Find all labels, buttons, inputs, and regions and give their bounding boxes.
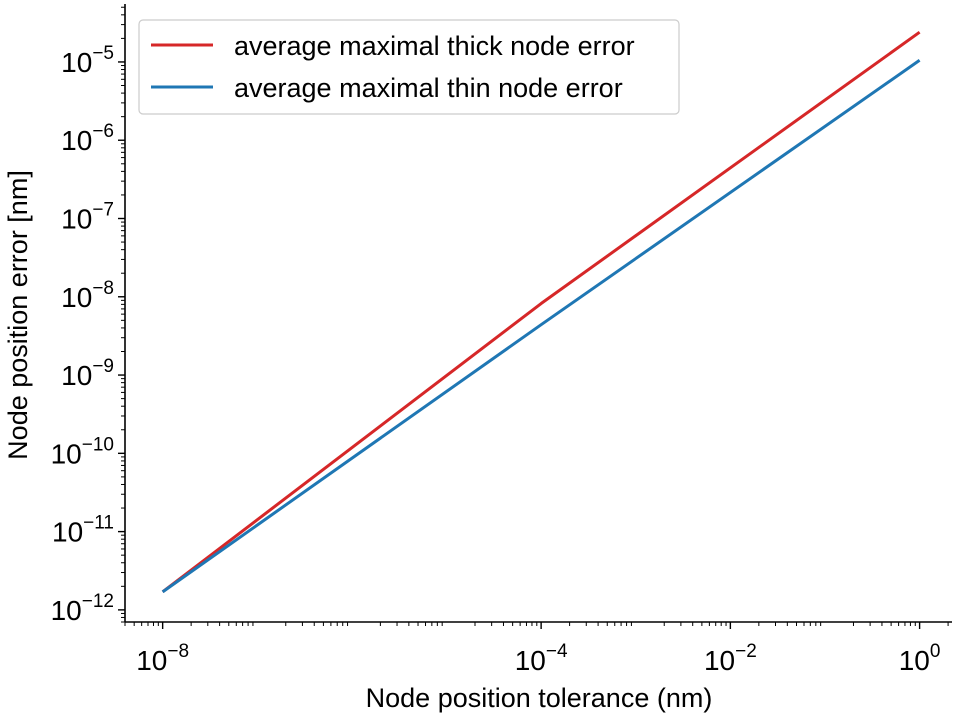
y-tick-label: 10−7 xyxy=(61,200,114,235)
legend: average maximal thick node error average … xyxy=(138,19,680,115)
x-axis-label: Node position tolerance (nm) xyxy=(366,683,713,713)
x-tick-label: 10−4 xyxy=(515,641,568,676)
series-layer xyxy=(161,30,921,594)
y-tick-label: 10−12 xyxy=(51,591,114,626)
x-tick-labels: 10−8 10−4 10−2 100 xyxy=(136,641,940,676)
y-tick-label: 10−8 xyxy=(61,278,114,313)
legend-label-1: average maximal thick node error xyxy=(234,31,635,61)
x-tick-label: 10−8 xyxy=(136,641,189,676)
y-tick-label: 10−6 xyxy=(61,121,114,156)
x-tick-label: 100 xyxy=(899,641,941,676)
y-axis-label: Node position error [nm] xyxy=(3,170,33,460)
x-tick-label: 10−2 xyxy=(704,641,757,676)
y-tick-label: 10−5 xyxy=(61,43,114,78)
legend-label-2: average maximal thin node error xyxy=(234,73,623,103)
y-tick-labels: 10−12 10−11 10−10 10−9 10−8 10−7 10−6 10−5 xyxy=(51,43,114,626)
major-ticks xyxy=(118,61,921,629)
legend-box xyxy=(138,19,680,115)
series-line-2 xyxy=(161,59,921,594)
y-tick-label: 10−9 xyxy=(61,356,114,391)
y-tick-label: 10−11 xyxy=(52,513,114,548)
series-line-1 xyxy=(161,30,921,594)
y-tick-label: 10−10 xyxy=(51,434,114,469)
